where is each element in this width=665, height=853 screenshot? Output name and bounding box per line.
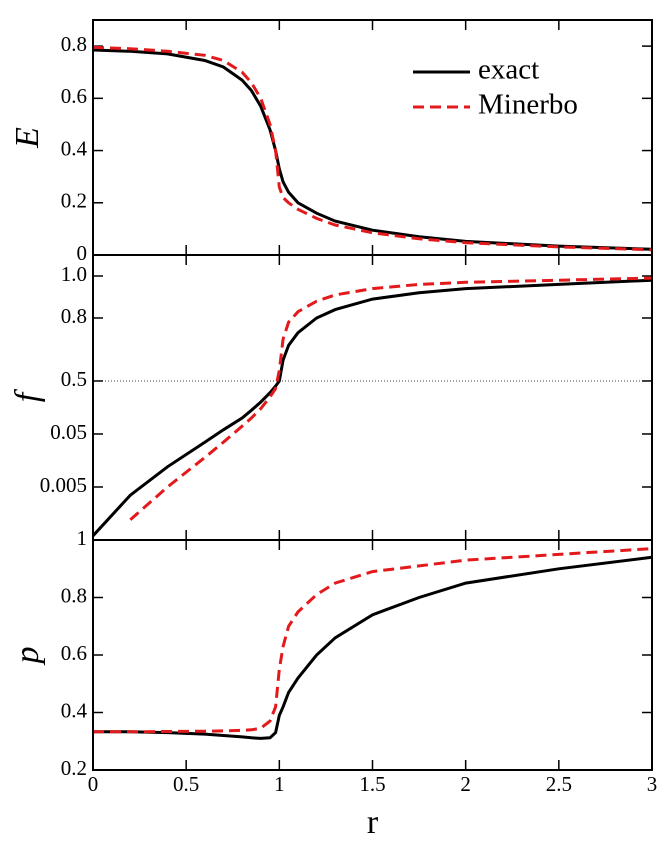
data-line <box>129 276 653 521</box>
data-line <box>93 547 653 734</box>
plot-frame <box>92 539 653 771</box>
x-tick-label: 1 <box>274 772 285 796</box>
y-tick-label: 0.2 <box>61 189 87 213</box>
y-tick-label: 0.05 <box>50 420 87 444</box>
y-tick-label: 0 <box>77 241 88 265</box>
data-line <box>93 555 653 740</box>
y-tick-label: 0.6 <box>61 641 87 665</box>
x-tick-label: 3 <box>647 772 658 796</box>
y-tick-label: 0.4 <box>61 136 88 160</box>
legend-label: exact <box>478 54 539 86</box>
y-tick-label: 0.8 <box>61 32 87 56</box>
x-axis-label: r <box>367 804 379 841</box>
y-axis-label: f <box>9 388 46 402</box>
x-tick-label: 2.5 <box>546 772 572 796</box>
x-tick-label: 0 <box>88 772 99 796</box>
y-tick-label: 0.8 <box>61 583 87 607</box>
y-tick-label: 1 <box>77 526 88 550</box>
y-axis-label: p <box>9 647 46 666</box>
data-line <box>92 45 653 252</box>
y-tick-label: 1.0 <box>61 262 87 286</box>
data-line <box>91 278 653 537</box>
y-tick-label: 0.2 <box>61 756 87 780</box>
y-tick-label: 0.8 <box>61 304 87 328</box>
y-tick-label: 0.005 <box>40 473 87 497</box>
x-tick-label: 2 <box>460 772 471 796</box>
y-tick-label: 0.6 <box>61 84 87 108</box>
data-line <box>92 48 653 251</box>
x-tick-label: 0.5 <box>173 772 199 796</box>
x-tick-label: 1.5 <box>359 772 385 796</box>
legend-label: Minerbo <box>478 89 578 121</box>
y-tick-label: 0.5 <box>61 367 87 391</box>
y-tick-label: 0.4 <box>61 698 88 722</box>
y-axis-label: E <box>9 127 46 149</box>
